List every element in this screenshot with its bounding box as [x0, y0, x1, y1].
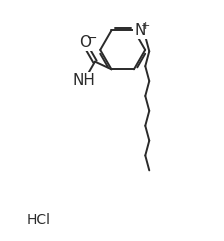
- Text: NH: NH: [73, 73, 96, 88]
- Text: HCl: HCl: [26, 213, 50, 227]
- Text: N: N: [134, 23, 146, 38]
- Text: −: −: [86, 32, 97, 45]
- Text: +: +: [141, 21, 150, 31]
- Text: O: O: [79, 35, 91, 50]
